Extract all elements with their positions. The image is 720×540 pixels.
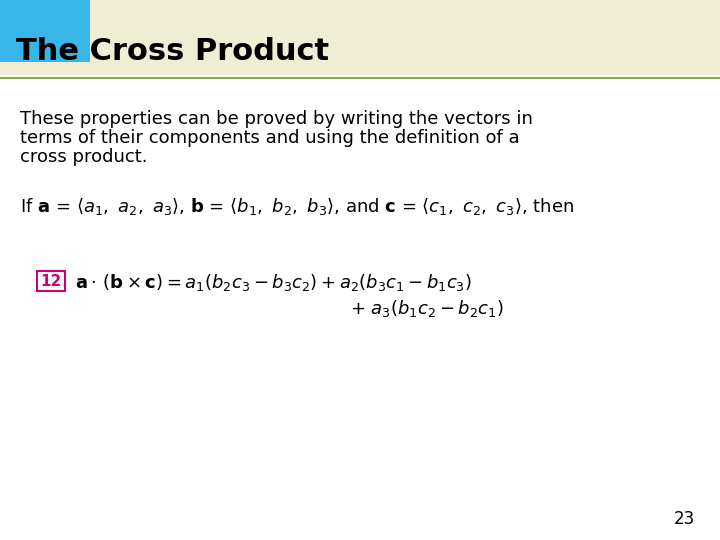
Text: These properties can be proved by writing the vectors in: These properties can be proved by writin… <box>20 110 533 128</box>
Text: If $\mathbf{a}$ = $\langle a_1,\ a_2,\ a_3\rangle$, $\mathbf{b}$ = $\langle b_1,: If $\mathbf{a}$ = $\langle a_1,\ a_2,\ a… <box>20 196 575 217</box>
Bar <box>0 0 720 75</box>
Text: 23: 23 <box>674 510 695 528</box>
Text: cross product.: cross product. <box>20 148 148 166</box>
Text: $\mathbf{a} \cdot\, (\mathbf{b} \times \mathbf{c}) = a_1(b_2c_3 - b_3c_2) + a_2(: $\mathbf{a} \cdot\, (\mathbf{b} \times \… <box>75 272 472 293</box>
Text: terms of their components and using the definition of a: terms of their components and using the … <box>20 129 520 147</box>
FancyBboxPatch shape <box>37 271 65 291</box>
Text: $+\ a_3(b_1c_2 - b_2c_1)$: $+\ a_3(b_1c_2 - b_2c_1)$ <box>350 298 504 319</box>
Text: 12: 12 <box>40 273 62 288</box>
Bar <box>0 0 90 62</box>
Text: The Cross Product: The Cross Product <box>16 37 329 66</box>
